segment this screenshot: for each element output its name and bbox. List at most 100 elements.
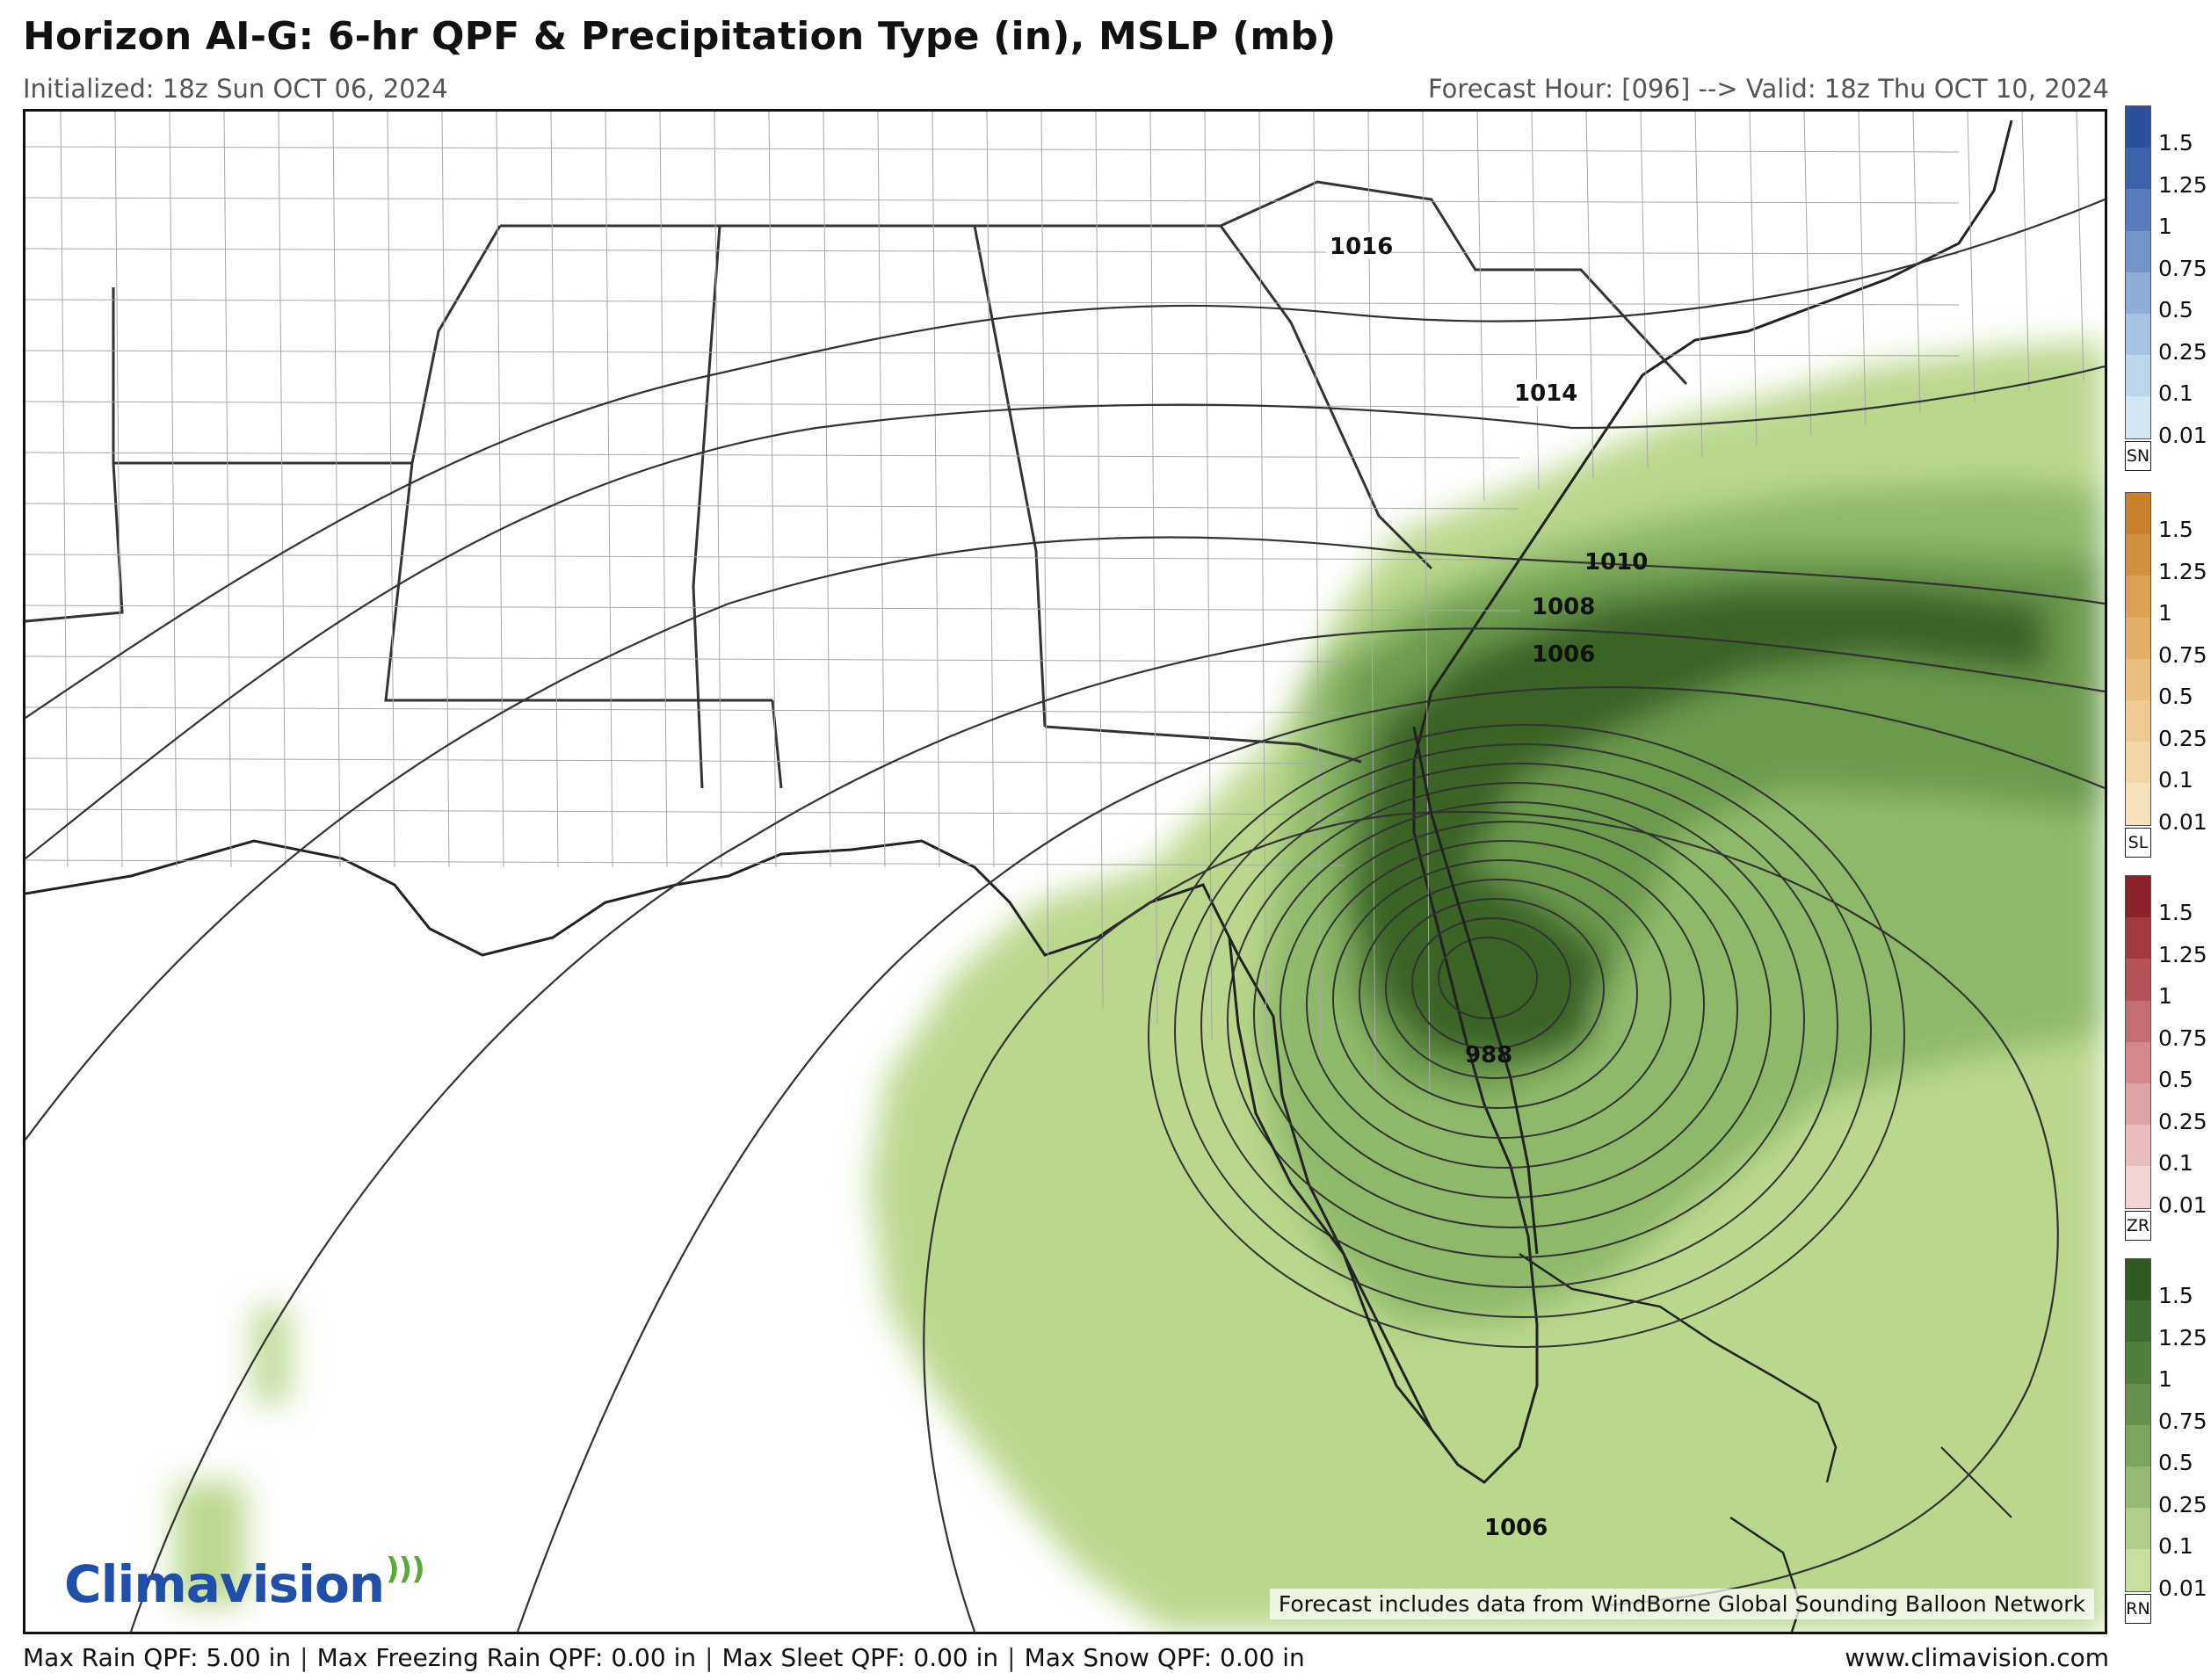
isobar-label-988: 988 bbox=[1465, 1042, 1512, 1068]
legend-type-tag: SN bbox=[2125, 441, 2151, 471]
isobar-label-1006-south: 1006 bbox=[1484, 1515, 1548, 1541]
legend-colorbar bbox=[2125, 875, 2151, 1209]
legend-tick-label: 0.25 bbox=[2158, 1491, 2207, 1517]
legend-swatch bbox=[2126, 959, 2150, 1001]
legend-swatch bbox=[2126, 355, 2150, 397]
legend-swatch bbox=[2126, 576, 2150, 618]
county-line bbox=[1803, 112, 1812, 436]
county-line bbox=[278, 112, 286, 868]
legend-swatch bbox=[2126, 493, 2150, 535]
county-line bbox=[714, 112, 722, 868]
legend-swatch bbox=[2126, 272, 2150, 314]
legend-swatch bbox=[2126, 783, 2150, 825]
climavision-logo: Climavision))) bbox=[64, 1552, 425, 1614]
legend-swatch bbox=[2126, 1000, 2150, 1042]
county-line bbox=[441, 112, 450, 868]
max-freezing-rain-qpf: Max Freezing Rain QPF: 0.00 in bbox=[316, 1643, 697, 1672]
legend-group-rn: 1.5 1.25 1 0.75 0.5 0.25 0.1 0.01 RN bbox=[2120, 1258, 2211, 1627]
legend-swatch bbox=[2126, 1259, 2150, 1301]
county-line bbox=[25, 655, 1345, 663]
isobar-label-1014: 1014 bbox=[1514, 380, 1577, 407]
forecast-map: 1016 1014 1010 1008 1006 988 1006 Climav… bbox=[23, 109, 2107, 1634]
isobar-ring bbox=[1438, 937, 1538, 1019]
legend-group-sl: 1.5 1.25 1 0.75 0.5 0.25 0.1 0.01 SL bbox=[2120, 492, 2211, 861]
max-sleet-qpf: Max Sleet QPF: 0.00 in bbox=[721, 1643, 999, 1672]
legend-swatch bbox=[2126, 699, 2150, 742]
legend-swatch bbox=[2126, 1166, 2150, 1208]
county-line bbox=[1095, 112, 1104, 1009]
legend-swatch bbox=[2126, 1300, 2150, 1343]
county-line bbox=[1149, 112, 1158, 1025]
legend-tick-label: 0.75 bbox=[2158, 255, 2207, 281]
legend-tick-label: 0.5 bbox=[2158, 1450, 2193, 1475]
county-line bbox=[223, 112, 232, 868]
isobar-label-1010: 1010 bbox=[1584, 549, 1648, 576]
legend-tick-label: 1.5 bbox=[2158, 130, 2193, 156]
legend-group-zr: 1.5 1.25 1 0.75 0.5 0.25 0.1 0.01 ZR bbox=[2120, 875, 2211, 1244]
county-line bbox=[1912, 112, 1921, 414]
county-line bbox=[25, 808, 1345, 815]
legend-swatch bbox=[2126, 617, 2150, 659]
county-line bbox=[25, 248, 1960, 255]
legend-tick-label: 0.75 bbox=[2158, 641, 2207, 668]
isobar-ring bbox=[1385, 898, 1605, 1079]
county-line bbox=[1749, 112, 1758, 446]
county-line bbox=[1476, 112, 1485, 501]
legend-swatch bbox=[2126, 1424, 2150, 1466]
website-link[interactable]: www.climavision.com bbox=[1845, 1643, 2109, 1672]
legend-tick-label: 1.25 bbox=[2158, 941, 2207, 967]
county-line bbox=[25, 859, 1345, 866]
legend-colorbar bbox=[2125, 492, 2151, 826]
isobar-ring bbox=[1359, 879, 1638, 1109]
isobar-labels: 1016 1014 1010 1008 1006 988 1006 bbox=[1326, 233, 1648, 1541]
county-line bbox=[25, 554, 1520, 561]
county-line bbox=[169, 112, 178, 868]
legend-type-tag: SL bbox=[2125, 828, 2151, 858]
county-line bbox=[332, 112, 341, 868]
legend-tick-label: 0.01 bbox=[2158, 808, 2207, 835]
state-borders bbox=[25, 180, 1688, 789]
isobar-ring bbox=[1411, 917, 1571, 1049]
legend-tick-label: 0.1 bbox=[2158, 380, 2193, 406]
county-line bbox=[25, 706, 1345, 713]
legend-tick-label: 0.01 bbox=[2158, 422, 2207, 448]
legend-swatch bbox=[2126, 742, 2150, 784]
isobar-ring bbox=[1227, 782, 1805, 1258]
county-line bbox=[25, 605, 1520, 612]
initialized-time: Initialized: 18z Sun OCT 06, 2024 bbox=[23, 74, 448, 104]
legend-tick-label: 1.25 bbox=[2158, 558, 2207, 584]
precip-extreme-area bbox=[1352, 586, 2047, 1061]
florida-peninsula bbox=[1228, 726, 1539, 1430]
county-line bbox=[25, 452, 1520, 459]
county-line bbox=[1967, 112, 1975, 403]
county-line bbox=[25, 197, 1960, 204]
county-line bbox=[25, 757, 1345, 764]
signal-icon: ))) bbox=[386, 1552, 425, 1587]
legend-tick-label: 1.5 bbox=[2158, 900, 2193, 925]
max-snow-qpf: Max Snow QPF: 0.00 in bbox=[1024, 1643, 1305, 1672]
county-line bbox=[25, 299, 1960, 306]
map-title: Horizon AI-G: 6-hr QPF & Precipitation T… bbox=[23, 14, 1337, 59]
legend-swatch bbox=[2126, 658, 2150, 700]
county-line bbox=[387, 112, 395, 868]
legend-tick-label: 0.25 bbox=[2158, 1108, 2207, 1134]
legend-tick-label: 1.25 bbox=[2158, 1324, 2207, 1351]
legend-swatch bbox=[2126, 1083, 2150, 1126]
isobar-ring bbox=[1306, 840, 1705, 1169]
isobar-ring bbox=[1174, 743, 1872, 1318]
legend-tick-label: 0.1 bbox=[2158, 1150, 2193, 1176]
legend-tick-label: 0.1 bbox=[2158, 767, 2193, 793]
legend-swatch bbox=[2126, 1041, 2150, 1083]
legend-colorbar bbox=[2125, 105, 2151, 439]
map-canvas: 1016 1014 1010 1008 1006 988 1006 bbox=[25, 112, 2105, 1632]
legend-swatch bbox=[2126, 1383, 2150, 1425]
max-rain-qpf: Max Rain QPF: 5.00 in bbox=[23, 1643, 292, 1672]
legend-type-tag: RN bbox=[2125, 1594, 2151, 1624]
legend-swatch bbox=[2126, 876, 2150, 918]
legend-swatch bbox=[2126, 106, 2150, 148]
legend-tick-label: 0.01 bbox=[2158, 1575, 2207, 1601]
legend-swatch bbox=[2126, 1125, 2150, 1167]
county-line bbox=[877, 112, 886, 868]
county-line bbox=[1313, 112, 1322, 1074]
legend-swatch bbox=[2126, 1342, 2150, 1384]
